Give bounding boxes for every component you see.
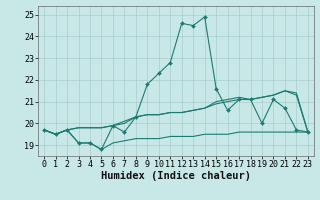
X-axis label: Humidex (Indice chaleur): Humidex (Indice chaleur) xyxy=(101,171,251,181)
